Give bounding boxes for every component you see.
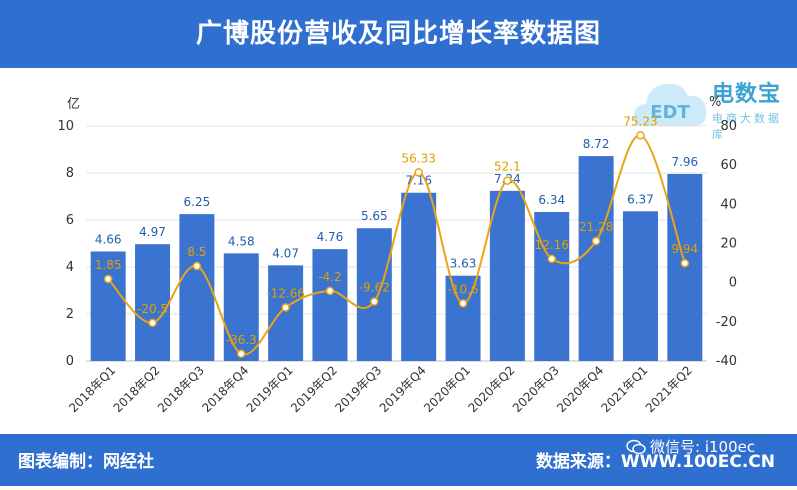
bar-value-label: 6.34 xyxy=(538,193,565,207)
x-tick-label: 2019年Q2 xyxy=(288,363,340,415)
watermark-subtitle: 电商大数据库 xyxy=(712,112,782,141)
growth-point xyxy=(148,318,157,328)
growth-point xyxy=(192,261,202,271)
bar-value-label: 4.07 xyxy=(272,246,299,260)
bar-value-label: 5.65 xyxy=(361,209,388,223)
growth-point xyxy=(281,303,290,312)
bar-value-label: 4.58 xyxy=(228,234,255,248)
bar xyxy=(667,173,703,361)
bar xyxy=(356,228,392,361)
x-tick-label: 2019年Q3 xyxy=(332,363,384,415)
x-tick-label: 2019年Q1 xyxy=(244,363,296,415)
watermark-name: 电数宝 xyxy=(712,82,782,107)
bar-value-label: 4.97 xyxy=(139,225,166,239)
growth-point xyxy=(547,254,556,264)
growth-point xyxy=(103,274,113,284)
bar xyxy=(223,253,259,361)
x-tick-label: 2018年Q4 xyxy=(199,363,251,415)
x-tick-label: 2018年Q2 xyxy=(111,363,163,415)
y2-tick-label: 80 xyxy=(720,119,737,134)
y-tick-label: 4 xyxy=(66,260,74,275)
watermark-logo: EDT 电数宝 电商大数据库 xyxy=(630,70,790,141)
growth-point xyxy=(636,131,645,140)
footer-bar: 图表编制：网经社 数据来源：WWW.100EC.CN xyxy=(0,434,797,486)
growth-value-label: -36.3 xyxy=(226,333,257,347)
growth-value-label: 52.1 xyxy=(494,160,521,174)
cloud-logo-icon: EDT xyxy=(633,83,707,126)
growth-value-label: 1.85 xyxy=(95,258,122,272)
bar xyxy=(401,192,437,361)
y2-tick-label: 40 xyxy=(720,197,737,212)
bar-value-label: 3.63 xyxy=(450,257,477,271)
y2-tick-label: -40 xyxy=(716,354,737,369)
bar xyxy=(90,251,126,361)
wechat-icon xyxy=(626,439,646,455)
bar xyxy=(445,275,481,361)
x-tick-label: 2019年Q4 xyxy=(377,363,429,415)
bar xyxy=(135,244,171,361)
growth-value-label: -20.5 xyxy=(137,302,168,316)
growth-value-label: 21.28 xyxy=(579,220,613,234)
bar-value-label: 8.72 xyxy=(583,137,610,151)
bar-value-label: 7.96 xyxy=(671,155,698,169)
growth-point xyxy=(591,236,601,246)
growth-point xyxy=(237,349,246,359)
x-tick-label: 2020年Q2 xyxy=(465,363,517,415)
y2-tick-label: 0 xyxy=(729,276,737,291)
bar xyxy=(622,211,658,361)
bar-value-label: 6.25 xyxy=(184,195,211,209)
growth-value-label: 9.94 xyxy=(671,242,698,256)
bar-value-label: 4.76 xyxy=(317,230,344,244)
bar xyxy=(179,214,215,361)
growth-value-label: 75.23 xyxy=(623,114,657,128)
x-tick-label: 2021年Q1 xyxy=(599,363,651,415)
y-tick-label: 8 xyxy=(66,166,74,181)
x-tick-label: 2018年Q3 xyxy=(155,363,207,415)
growth-point xyxy=(370,297,379,306)
footer-credit: 图表编制：网经社 xyxy=(18,452,154,472)
growth-value-label: -10.6 xyxy=(448,282,479,296)
footer-source: 数据来源：WWW.100EC.CN xyxy=(535,452,775,472)
y-axis-label: 亿 xyxy=(67,97,80,112)
y-tick-label: 2 xyxy=(66,307,74,322)
y2-tick-label: 20 xyxy=(720,237,737,252)
chart-area: 0 2 4 6 8 10 -40 -20 0 20 40 60 80 亿 % 4.66 4.97 6.25 4.58… xyxy=(57,95,737,415)
x-tick-label: 2018年Q1 xyxy=(66,363,118,415)
wechat-id: 微信号: i100ec xyxy=(626,436,755,458)
bar-value-label: 4.66 xyxy=(95,232,122,246)
wechat-text: 微信号: i100ec xyxy=(650,438,756,456)
x-tick-label: 2020年Q1 xyxy=(421,363,473,415)
y-tick-label: 0 xyxy=(66,354,74,369)
header-bar xyxy=(0,0,797,68)
y2-axis-label: % xyxy=(709,95,721,110)
bar xyxy=(268,265,304,361)
bar xyxy=(489,190,525,361)
y-tick-label: 10 xyxy=(57,119,74,134)
x-tick-label: 2020年Q3 xyxy=(510,363,562,415)
y-tick-label: 6 xyxy=(66,213,74,228)
growth-point xyxy=(458,299,468,308)
bar xyxy=(312,249,348,361)
growth-value-label: -4.2 xyxy=(318,270,341,284)
y2-tick-label: 60 xyxy=(720,158,737,173)
bar xyxy=(534,212,570,361)
growth-value-label: 56.33 xyxy=(401,151,435,165)
growth-point xyxy=(680,258,690,268)
bar xyxy=(578,156,614,361)
watermark-badge: EDT xyxy=(650,102,690,123)
growth-value-label: -9.62 xyxy=(359,281,390,295)
y2-tick-label: -20 xyxy=(716,315,737,330)
page-title: 广博股份营收及同比增长率数据图 xyxy=(195,19,601,49)
x-tick-label: 2021年Q2 xyxy=(643,363,695,415)
growth-point xyxy=(414,168,423,177)
x-tick-label: 2020年Q4 xyxy=(554,363,606,415)
growth-point xyxy=(503,176,512,185)
growth-value-label: -12.66 xyxy=(266,286,305,300)
growth-point xyxy=(325,286,335,296)
growth-value-label: 8.5 xyxy=(187,245,206,259)
growth-value-label: 12.16 xyxy=(535,238,569,252)
bar-value-label: 6.37 xyxy=(627,192,654,206)
